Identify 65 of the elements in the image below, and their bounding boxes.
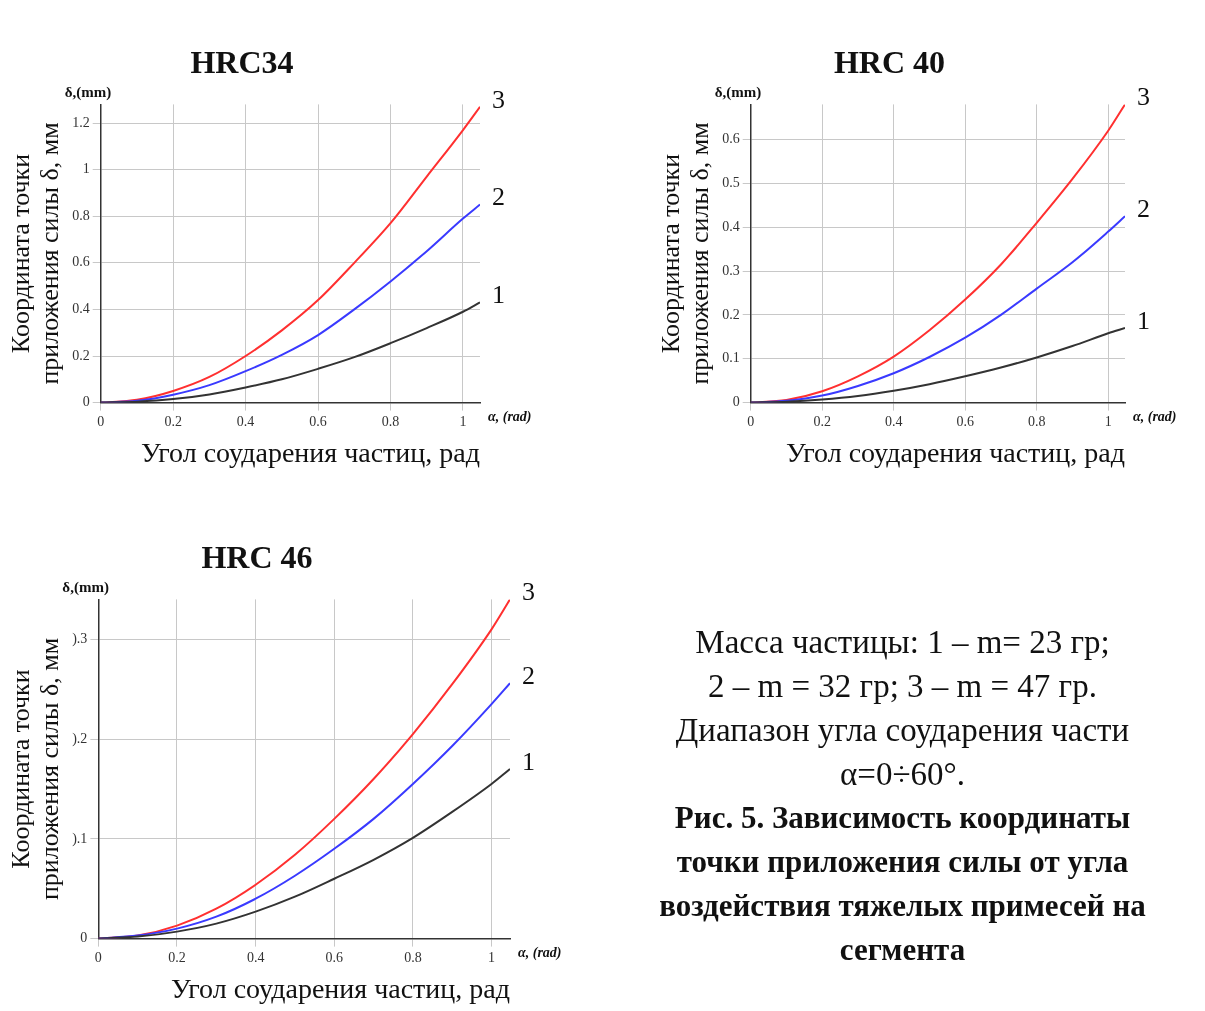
text: α, (rad) (1133, 409, 1177, 426)
series-label: 3 (492, 84, 505, 114)
x-tick-label: 0.2 (168, 949, 186, 965)
y-tick-label: 0.5 (722, 175, 740, 191)
x-tick-label: 0 (94, 949, 102, 965)
series-label: 3 (1137, 82, 1150, 112)
y-tick-label: 1.2 (72, 114, 90, 130)
x-tick-label: 0.6 (325, 949, 344, 965)
y-tick-label: 0.1 (722, 350, 740, 366)
x-tick-label: 0 (747, 413, 755, 429)
x-tick-label: 0.2 (164, 413, 182, 429)
y-tick-label: 0.2 (72, 347, 90, 363)
y-tick-label: 0.8 (72, 207, 90, 223)
y-tick-label: 0 (732, 394, 740, 410)
x-tick-label: 0.8 (404, 949, 422, 965)
y-tick-label: 0 (82, 394, 90, 410)
y-tick-label: 0.4 (72, 301, 90, 317)
series-label: 2 (492, 182, 505, 212)
y-axis-title: Координата точки приложения силы δ, мм (6, 122, 64, 385)
y-tick-label: ).3 (72, 630, 88, 647)
x-tick-label: 0.4 (236, 413, 255, 429)
y-tick-label: 0.6 (72, 254, 90, 270)
text: α, (rad) (488, 409, 532, 426)
x-tick-label: 0.6 (956, 413, 974, 429)
x-tick-label: 0.8 (381, 413, 400, 429)
text: δ,(mm) (64, 83, 112, 101)
y-tick-label: 0.2 (722, 306, 740, 322)
chart-title: HRC 46 (201, 539, 313, 576)
y-axis-title: Координата точки приложения силы δ, мм (656, 122, 714, 385)
x-tick-label: 0.2 (813, 413, 831, 429)
x-axis-title: Угол соударения частиц, рад (170, 972, 510, 1004)
y-tick-label: 0 (80, 930, 88, 946)
series-label: 2 (1137, 194, 1150, 224)
x-tick-label: 0 (97, 413, 105, 429)
chart-title: HRC 40 (833, 44, 946, 81)
y-tick-label: 1 (82, 161, 90, 177)
text: α=0÷60°. (839, 755, 966, 794)
text: δ,(mm) (62, 578, 109, 596)
text: Диапазон угла соударения части (674, 711, 1131, 750)
series-label: 2 (522, 661, 535, 691)
y-tick-label: ).2 (72, 730, 88, 747)
x-tick-label: 1 (1104, 413, 1112, 429)
x-tick-label: 0.8 (1027, 413, 1046, 429)
text: Масса частицы: 1 – m= 23 гр; (694, 623, 1111, 662)
x-tick-label: 1 (459, 413, 467, 429)
x-tick-label: 0.4 (246, 949, 265, 965)
text: Рис. 5. Зависимость координаты точки приложения силы от угла воздействия тяжелых примесей на сегмента (658, 799, 1147, 969)
series-label: 1 (1137, 305, 1150, 335)
text: 2 – m = 32 гр; 3 – m = 47 гр. (707, 667, 1098, 706)
y-tick-label: 0.6 (722, 131, 740, 147)
x-tick-label: 1 (488, 949, 496, 965)
text: α, (rad) (518, 945, 562, 962)
text: δ,(mm) (714, 83, 762, 101)
x-axis-title: Угол соударения частиц, рад (140, 436, 480, 468)
y-tick-label: 0.4 (722, 218, 740, 234)
y-axis-title: Координата точки приложения силы δ, мм (6, 637, 64, 901)
x-axis-title: Угол соударения частиц, рад (785, 436, 1125, 468)
x-tick-label: 0.4 (884, 413, 903, 429)
x-tick-label: 0.6 (309, 413, 327, 429)
y-tick-label: 0.3 (722, 262, 740, 278)
chart-title: HRC34 (190, 44, 294, 81)
series-label: 3 (522, 577, 535, 607)
series-label: 1 (522, 746, 535, 776)
series-label: 1 (492, 280, 505, 310)
y-tick-label: ).1 (72, 830, 88, 847)
